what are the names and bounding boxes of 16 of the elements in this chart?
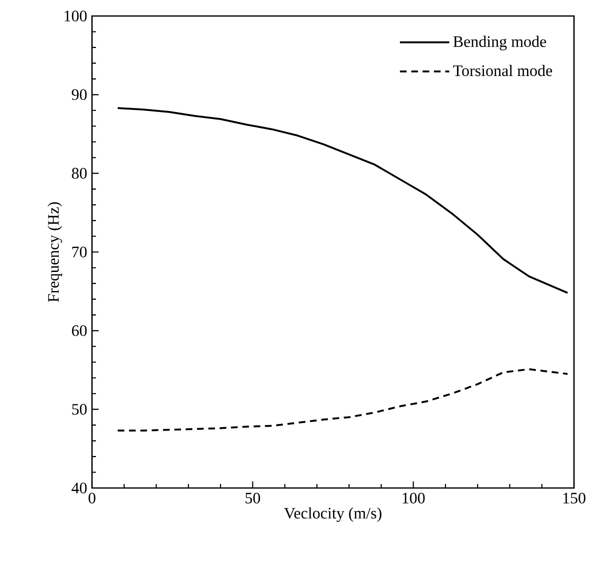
- x-tick-label: 50: [246, 492, 260, 504]
- x-tick-label: 150: [563, 492, 586, 504]
- line-series: [116, 368, 569, 432]
- y-tick-label: 100: [64, 10, 87, 22]
- y-tick-label: 80: [72, 168, 87, 179]
- legend-label: Bending mode: [453, 36, 546, 50]
- y-tick-label: 70: [72, 246, 87, 258]
- y-axis-title: Frequency (Hz): [48, 202, 62, 302]
- x-tick-label: 100: [402, 492, 425, 504]
- y-tick-label: 40: [72, 482, 87, 494]
- y-tick-label: 60: [72, 325, 87, 336]
- legend-label: Torsional mode: [453, 64, 552, 76]
- y-tick-label: 90: [72, 89, 87, 100]
- y-tick-label: 50: [72, 404, 87, 415]
- x-tick-label: 0: [88, 492, 96, 504]
- x-axis-title: Veclocity (m/s): [284, 507, 382, 522]
